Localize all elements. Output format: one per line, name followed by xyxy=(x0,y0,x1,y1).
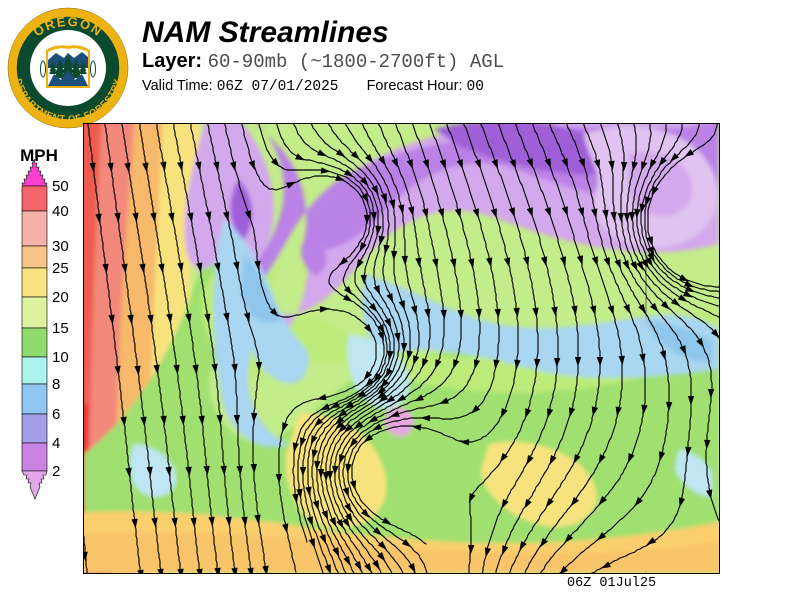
svg-text:20: 20 xyxy=(52,289,69,306)
svg-text:2: 2 xyxy=(52,463,60,480)
svg-text:6: 6 xyxy=(52,406,60,423)
svg-text:25: 25 xyxy=(52,260,69,277)
svg-text:15: 15 xyxy=(52,320,69,337)
svg-text:30: 30 xyxy=(52,238,69,255)
svg-text:40: 40 xyxy=(52,203,69,220)
svg-text:4: 4 xyxy=(52,435,60,452)
svg-text:10: 10 xyxy=(52,349,69,366)
svg-text:8: 8 xyxy=(52,376,60,393)
svg-text:50: 50 xyxy=(52,178,69,195)
